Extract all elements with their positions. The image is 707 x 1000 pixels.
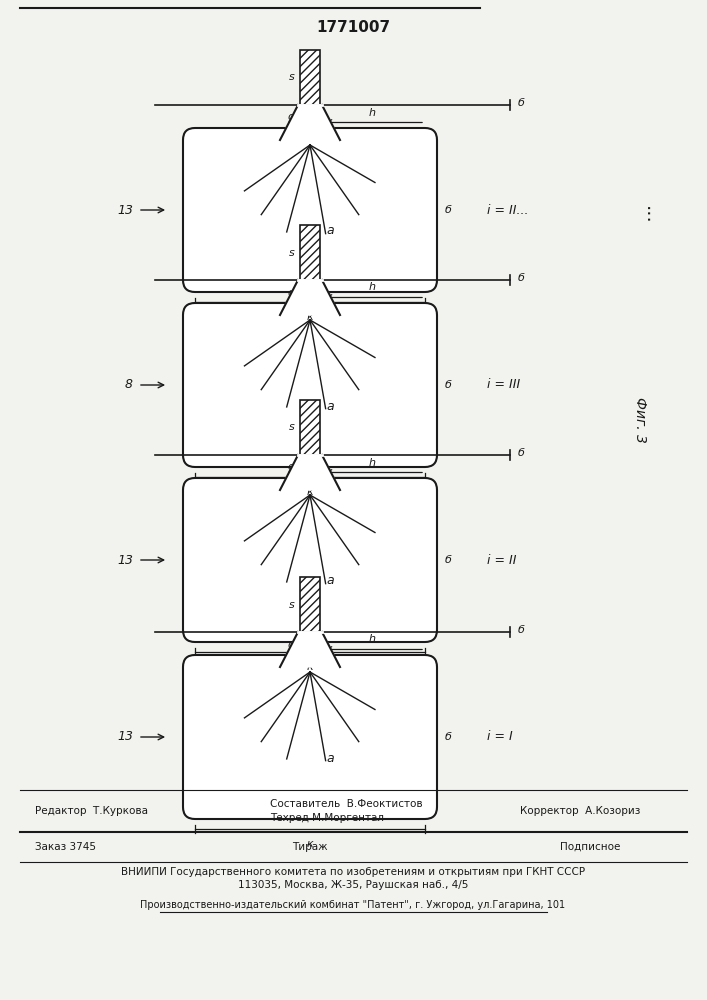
Text: 1771007: 1771007 — [316, 20, 390, 35]
Bar — [300, 400, 320, 455]
Text: к: к — [307, 487, 313, 497]
Text: б: б — [518, 625, 525, 635]
Text: Производственно-издательский комбинат "Патент", г. Ужгород, ул.Гагарина, 101: Производственно-издательский комбинат "П… — [141, 900, 566, 910]
Text: к: к — [307, 312, 313, 322]
Text: 13: 13 — [117, 204, 133, 217]
Text: б: б — [518, 448, 525, 458]
Text: ВНИИПИ Государственного комитета по изобретениям и открытиям при ГКНТ СССР: ВНИИПИ Государственного комитета по изоб… — [121, 867, 585, 877]
Text: б: б — [445, 732, 452, 742]
Text: s: s — [289, 247, 295, 257]
Text: 13: 13 — [117, 730, 133, 744]
Text: g: g — [288, 462, 295, 473]
Text: h: h — [369, 282, 376, 292]
Text: Корректор  А.Козориз: Корректор А.Козориз — [520, 806, 641, 816]
Text: ...: ... — [641, 206, 660, 224]
Text: s: s — [289, 599, 295, 609]
Text: б: б — [518, 98, 525, 108]
Bar — [300, 577, 320, 632]
FancyBboxPatch shape — [183, 128, 437, 292]
Text: Техред М.Моргентал: Техред М.Моргентал — [270, 813, 384, 823]
Text: 13: 13 — [117, 554, 133, 566]
Text: к: к — [307, 839, 313, 849]
Text: g: g — [288, 640, 295, 650]
Text: а: а — [326, 399, 334, 412]
Text: б: б — [445, 205, 452, 215]
Text: g: g — [288, 288, 295, 298]
FancyBboxPatch shape — [183, 303, 437, 467]
Text: к: к — [307, 662, 313, 672]
FancyBboxPatch shape — [183, 655, 437, 819]
Text: i = I: i = I — [487, 730, 513, 744]
Polygon shape — [280, 632, 340, 667]
Bar — [300, 225, 320, 280]
Text: Подписное: Подписное — [560, 842, 620, 852]
Text: h: h — [369, 635, 376, 645]
Polygon shape — [280, 280, 340, 315]
Polygon shape — [280, 455, 340, 490]
Text: 113035, Москва, Ж-35, Раушская наб., 4/5: 113035, Москва, Ж-35, Раушская наб., 4/5 — [238, 880, 468, 890]
Text: 8: 8 — [125, 378, 133, 391]
Text: i = II...: i = II... — [487, 204, 529, 217]
Text: а: а — [326, 752, 334, 764]
Polygon shape — [280, 105, 340, 140]
Text: а: а — [326, 574, 334, 587]
Text: i = II: i = II — [487, 554, 517, 566]
Text: Тираж: Тираж — [292, 842, 328, 852]
Text: Редактор  Т.Куркова: Редактор Т.Куркова — [35, 806, 148, 816]
Text: Фиг. 3: Фиг. 3 — [633, 397, 647, 443]
Text: g: g — [288, 112, 295, 122]
FancyBboxPatch shape — [183, 478, 437, 642]
Text: h: h — [369, 458, 376, 468]
Text: h: h — [369, 107, 376, 117]
Text: s: s — [289, 73, 295, 83]
Text: а: а — [326, 225, 334, 237]
Text: i = III: i = III — [487, 378, 520, 391]
Text: б: б — [445, 380, 452, 390]
Text: s: s — [289, 422, 295, 432]
Text: б: б — [518, 273, 525, 283]
Text: Заказ 3745: Заказ 3745 — [35, 842, 96, 852]
Text: б: б — [445, 555, 452, 565]
Text: Составитель  В.Феоктистов: Составитель В.Феоктистов — [270, 799, 423, 809]
Bar — [300, 50, 320, 105]
